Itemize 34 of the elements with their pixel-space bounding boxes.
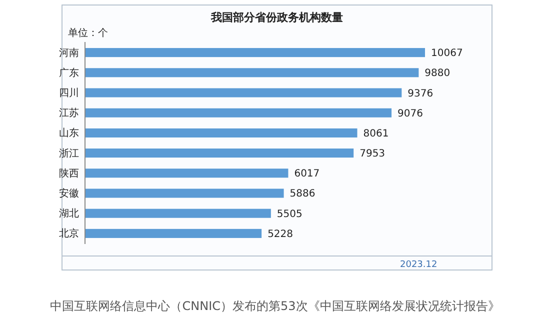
bar	[85, 48, 425, 58]
data-label: 8061	[363, 128, 389, 140]
bar	[85, 68, 419, 78]
data-label: 5886	[290, 188, 316, 200]
data-label: 5228	[268, 228, 294, 240]
chart-title: 我国部分省份政务机构数量	[210, 11, 343, 24]
data-label: 5505	[276, 208, 302, 220]
bar	[85, 228, 262, 238]
data-label: 6017	[294, 168, 320, 180]
bar	[85, 128, 358, 138]
text: 2023.12	[400, 260, 438, 270]
y-tick-label: 安徽	[59, 187, 79, 200]
y-tick-label: 陕西	[59, 167, 79, 180]
bar	[85, 88, 402, 98]
y-tick-label: 广东	[59, 66, 79, 79]
y-tick-label: 江苏	[59, 107, 79, 120]
y-tick-label: 浙江	[59, 147, 79, 160]
bar	[85, 108, 392, 118]
data-label: 10067	[431, 48, 463, 60]
data-label: 9076	[398, 108, 423, 120]
y-tick-label: 北京	[59, 228, 79, 240]
bar	[85, 168, 288, 178]
y-tick-label: 山东	[59, 127, 79, 140]
y-tick-label: 湖北	[59, 208, 79, 220]
bar	[85, 208, 271, 218]
data-label: 9376	[408, 88, 434, 100]
data-label: 7953	[360, 148, 386, 160]
y-tick-label: 四川	[59, 86, 79, 99]
bar	[85, 148, 354, 158]
text: 中国互联网络信息中心（CNNIC）发布的第53次《中国互联网络发展状况统计报告》	[50, 299, 500, 313]
data-label: 9880	[424, 68, 450, 80]
y-tick-label: 河南	[59, 46, 79, 59]
bar	[85, 188, 284, 198]
y-axis-title: 单位：个	[68, 27, 108, 39]
